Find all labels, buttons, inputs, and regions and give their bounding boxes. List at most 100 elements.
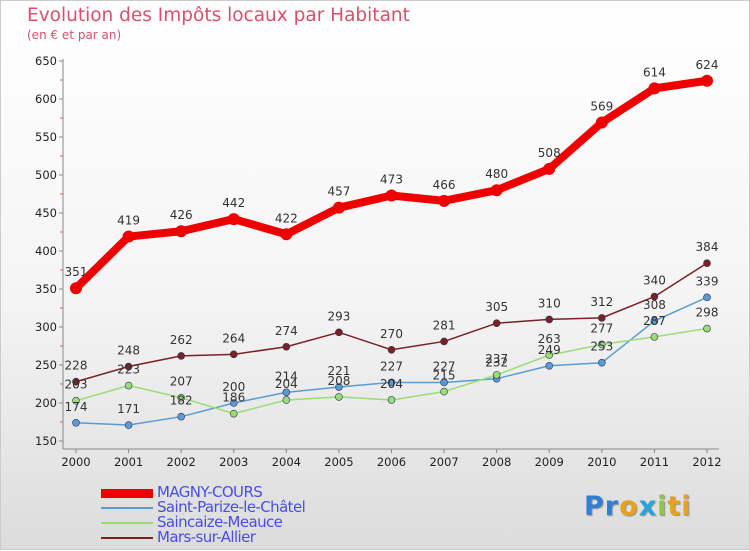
data-label: 508 <box>538 146 561 160</box>
data-point <box>598 340 606 349</box>
data-label: 305 <box>485 300 508 314</box>
data-label: 298 <box>696 306 719 320</box>
legend-swatch <box>101 537 153 539</box>
data-label: 264 <box>222 331 245 345</box>
proxiti-logo: Proxiti <box>584 491 692 522</box>
data-label: 248 <box>117 344 140 358</box>
data-point <box>440 378 448 387</box>
data-point <box>545 351 554 359</box>
data-label: 200 <box>222 380 245 394</box>
data-point <box>177 352 185 360</box>
legend-label: Mars-sur-Allier <box>157 528 256 546</box>
logo-letter: x <box>638 491 658 522</box>
data-point <box>492 371 501 379</box>
data-label: 287 <box>643 314 666 328</box>
data-point <box>229 409 238 418</box>
x-tick-label: 2002 <box>167 455 196 469</box>
data-label: 174 <box>65 400 88 414</box>
logo-letter: r <box>604 491 620 522</box>
data-point <box>124 362 133 371</box>
legend-swatch <box>101 522 153 524</box>
data-point <box>650 292 659 301</box>
data-label: 422 <box>275 211 298 225</box>
data-point <box>701 74 713 87</box>
data-point <box>177 393 185 402</box>
data-point <box>70 282 82 295</box>
data-point <box>492 319 501 328</box>
data-point <box>124 381 133 390</box>
data-label: 270 <box>380 327 403 341</box>
data-label: 312 <box>590 295 613 309</box>
data-label: 457 <box>327 185 350 199</box>
data-label: 624 <box>696 58 719 72</box>
data-point <box>282 342 291 351</box>
y-tick-label: 500 <box>35 168 57 182</box>
data-label: 215 <box>433 369 456 383</box>
data-point <box>545 361 554 370</box>
data-point <box>332 201 345 214</box>
data-label: 237 <box>485 352 508 366</box>
data-label: 214 <box>275 369 298 383</box>
x-tick-label: 2000 <box>61 455 90 469</box>
legend-swatch <box>101 488 153 498</box>
data-label: 204 <box>275 377 298 391</box>
x-tick-label: 2005 <box>324 455 353 469</box>
x-tick-label: 2009 <box>535 455 564 469</box>
data-label: 249 <box>538 343 561 357</box>
legend-label: Saint-Parize-le-Châtel <box>157 498 306 516</box>
data-point <box>598 314 606 322</box>
x-tick-label: 2003 <box>219 455 248 469</box>
data-point <box>175 225 188 238</box>
data-label: 203 <box>65 378 88 392</box>
data-label: 253 <box>590 340 613 354</box>
y-tick-label: 600 <box>35 92 57 106</box>
data-label: 227 <box>380 359 403 373</box>
data-point <box>282 388 291 397</box>
data-label: 223 <box>117 363 140 377</box>
y-tick-label: 450 <box>35 206 57 220</box>
x-tick-label: 2008 <box>482 455 511 469</box>
legend-swatch <box>101 507 153 509</box>
data-point <box>335 328 343 337</box>
data-label: 426 <box>170 208 193 222</box>
data-point <box>703 324 711 333</box>
data-point <box>387 378 396 387</box>
legend-label: MAGNY-COURS <box>157 483 263 501</box>
x-tick-label: 2001 <box>114 455 143 469</box>
logo-letter: t <box>667 491 682 522</box>
data-label: 310 <box>538 296 561 310</box>
y-tick-label: 200 <box>35 396 57 410</box>
x-tick-label: 2007 <box>429 455 458 469</box>
y-tick-label: 250 <box>35 358 57 372</box>
data-point <box>440 387 448 396</box>
data-label: 204 <box>380 377 403 391</box>
data-label: 274 <box>275 324 298 338</box>
data-label: 419 <box>117 214 140 228</box>
data-label: 340 <box>643 274 666 288</box>
data-point <box>72 377 80 386</box>
x-tick-label: 2012 <box>692 455 721 469</box>
data-label: 466 <box>433 178 456 192</box>
y-tick-label: 550 <box>35 130 57 144</box>
data-point <box>440 337 448 346</box>
data-label: 351 <box>65 265 88 279</box>
data-point <box>227 213 240 226</box>
data-label: 182 <box>170 394 193 408</box>
data-point <box>385 189 398 202</box>
data-label: 339 <box>696 274 719 288</box>
data-point <box>703 293 711 302</box>
logo-letter: P <box>584 491 605 522</box>
logo-letter: i <box>657 491 668 522</box>
y-tick-label: 150 <box>35 434 57 448</box>
data-label: 262 <box>170 333 193 347</box>
data-point <box>650 317 659 325</box>
chart-title: Evolution des Impôts locaux par Habitant <box>27 5 410 26</box>
data-point <box>72 418 80 427</box>
data-label: 308 <box>643 298 666 312</box>
data-label: 171 <box>117 402 140 416</box>
data-point <box>438 194 451 207</box>
data-point <box>122 230 135 243</box>
data-label: 186 <box>222 391 245 405</box>
